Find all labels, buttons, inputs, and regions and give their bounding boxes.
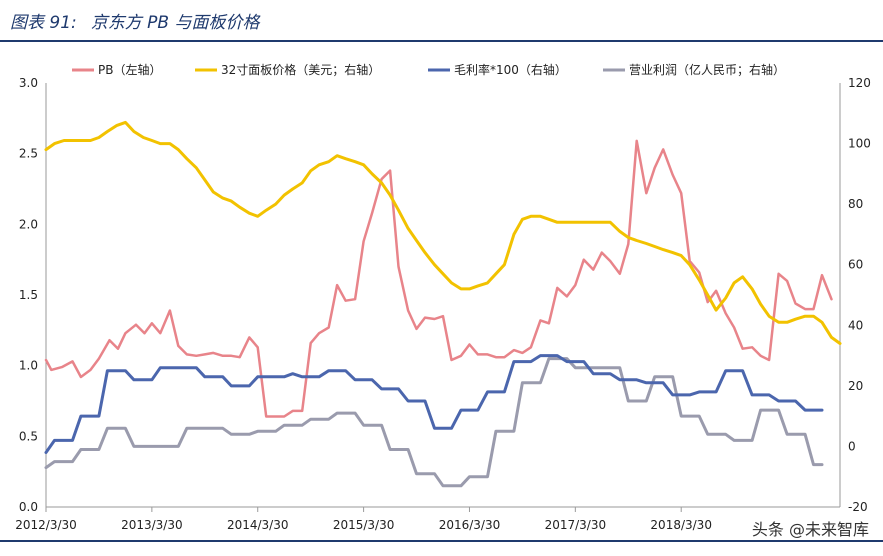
x-tick-label: 2017/3/30 — [545, 518, 607, 532]
left-tick-label: 2.0 — [19, 217, 38, 231]
series-line-2 — [44, 354, 824, 454]
x-tick-label: 2018/3/30 — [650, 518, 712, 532]
watermark: 头条 @未来智库 — [747, 516, 873, 540]
right-tick-label: 120 — [848, 76, 871, 90]
x-tick-label: 2014/3/30 — [227, 518, 289, 532]
figure-title: 图表 91: 京东方 PB 与面板价格 — [10, 8, 260, 33]
figure-number: 图表 91: — [10, 13, 77, 33]
left-tick-label: 1.0 — [19, 359, 38, 373]
left-tick-label: 2.5 — [19, 147, 38, 161]
figure-title-text: 京东方 PB 与面板价格 — [90, 13, 260, 33]
right-tick-label: 0 — [848, 439, 856, 453]
right-tick-label: 100 — [848, 137, 871, 151]
x-tick-label: 2012/3/30 — [15, 518, 77, 532]
x-tick-label: 2013/3/30 — [121, 518, 183, 532]
left-tick-label: 0.0 — [19, 500, 38, 514]
right-tick-label: 20 — [848, 379, 863, 393]
bottom-divider — [0, 540, 883, 542]
title-divider — [0, 40, 883, 42]
series-line-3 — [44, 357, 824, 488]
legend-label-3: 营业利润（亿人民币；右轴） — [629, 62, 785, 77]
left-tick-label: 3.0 — [19, 76, 38, 90]
legend-label-1: 32寸面板价格（美元；右轴） — [221, 62, 380, 77]
left-tick-label: 0.5 — [19, 429, 38, 443]
series-line-0 — [44, 139, 833, 418]
right-tick-label: 40 — [848, 318, 863, 332]
x-tick-label: 2015/3/30 — [333, 518, 395, 532]
left-tick-label: 1.5 — [19, 288, 38, 302]
right-tick-label: 60 — [848, 258, 863, 272]
legend-label-0: PB（左轴） — [98, 62, 161, 77]
series-line-1 — [44, 120, 842, 345]
right-tick-label: -20 — [848, 500, 868, 514]
right-tick-label: 80 — [848, 197, 863, 211]
x-tick-label: 2016/3/30 — [439, 518, 501, 532]
legend-label-2: 毛利率*100（右轴） — [454, 62, 567, 77]
